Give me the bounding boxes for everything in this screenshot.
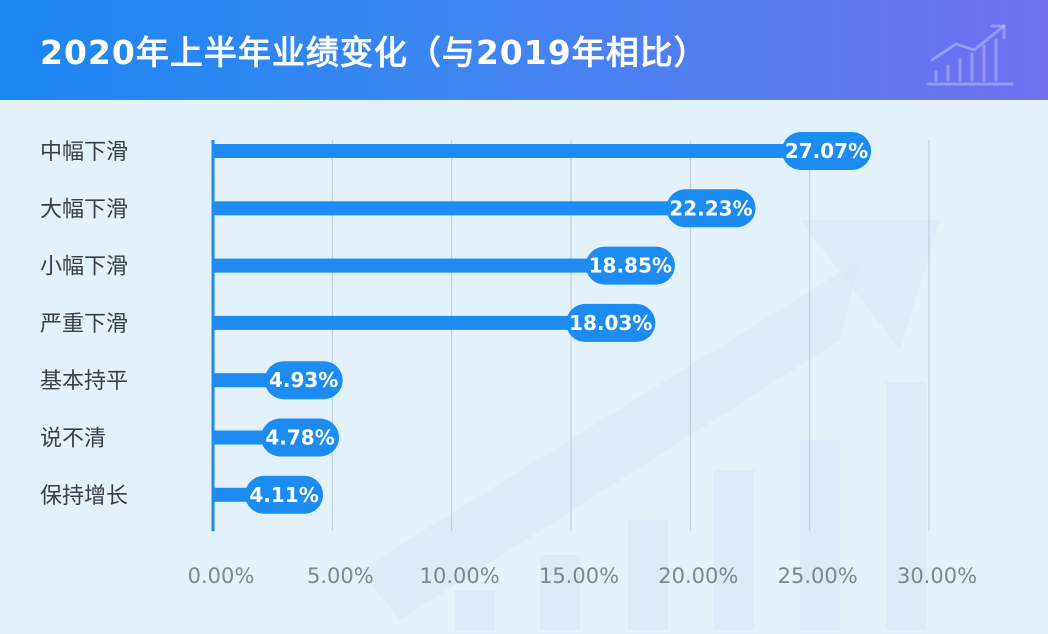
value-label-pill: [566, 303, 656, 342]
value-label-pill: [781, 132, 872, 170]
x-tick-label: 25.00%: [778, 564, 858, 588]
bars: 27.07% 22.23% 18.85% 18.03% 4.93% 4.78% 4.11%: [213, 132, 872, 514]
value-label: 18.85%: [589, 254, 672, 278]
value-label-pill: [264, 361, 343, 400]
bar: [213, 315, 644, 330]
chart-title: 2020年上半年业绩变化（与2019年相比）: [40, 33, 708, 72]
value-label-pill: [261, 418, 340, 457]
value-label-pill: [666, 189, 756, 228]
value-label-pill: [245, 475, 324, 514]
bar-chart: 27.07%22.23%18.85%18.03%4.93%4.78%4.11% …: [40, 132, 977, 630]
x-tick-label: 30.00%: [897, 564, 977, 588]
chart-header: 2020年上半年业绩变化（与2019年相比）: [0, 0, 1048, 100]
x-tick-labels: 0.00% 5.00% 10.00% 15.00% 20.00% 25.00% 30.00%: [188, 564, 977, 588]
category-label: 中幅下滑: [40, 140, 128, 165]
value-label: 4.78%: [265, 426, 334, 450]
category-label: 大幅下滑: [40, 197, 128, 222]
category-label: 保持增长: [40, 484, 128, 509]
bar: [213, 144, 860, 158]
chart-area: 27.07% 22.23% 18.85% 18.03% 4.93% 4.78% 4.11% …: [0, 100, 1048, 630]
x-tick-label: 5.00%: [307, 564, 374, 588]
x-tick-label: 20.00%: [658, 564, 738, 588]
value-label: 4.11%: [249, 483, 318, 507]
value-label-pill: [585, 246, 675, 285]
category-label: 基本持平: [40, 369, 128, 394]
x-tick-label: 10.00%: [420, 564, 500, 588]
value-label: 18.03%: [569, 311, 652, 335]
value-label: 27.07%: [785, 139, 868, 163]
bar: [213, 201, 744, 216]
value-label: 4.93%: [269, 368, 338, 392]
value-label: 22.23%: [669, 196, 752, 220]
x-tick-label: 0.00%: [188, 564, 255, 588]
category-label: 严重下滑: [40, 312, 128, 337]
bar: [213, 258, 663, 273]
x-tick-label: 15.00%: [539, 564, 619, 588]
background-arrow-decoration: [360, 220, 940, 630]
category-label: 说不清: [40, 427, 106, 452]
growth-chart-icon: [926, 24, 1014, 86]
category-label: 小幅下滑: [40, 255, 128, 280]
